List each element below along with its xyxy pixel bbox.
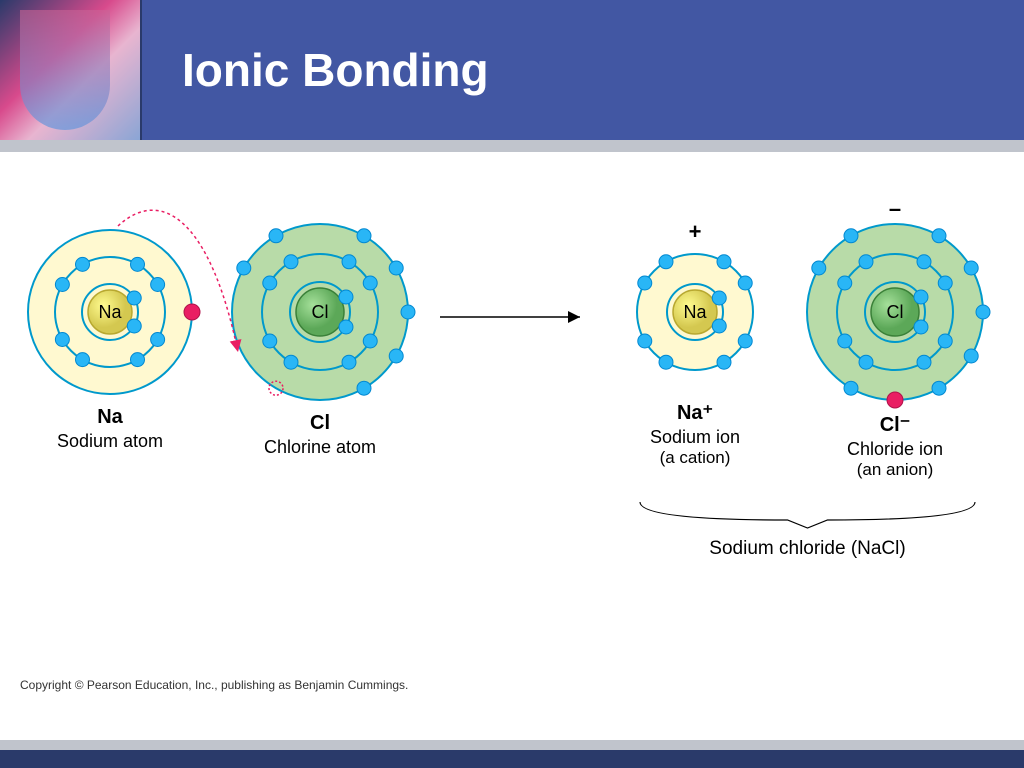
na-atom-label: Na Sodium atom xyxy=(30,406,190,452)
svg-text:Na: Na xyxy=(683,302,707,322)
cl-ion-name: Chloride ion xyxy=(815,439,975,460)
na-ion-sub: (a cation) xyxy=(615,448,775,468)
na-ion-symbol: Na⁺ xyxy=(615,400,775,425)
header-beaker-image xyxy=(0,0,142,140)
svg-text:Cl: Cl xyxy=(312,302,329,322)
cl-atom-symbol: Cl xyxy=(240,412,400,435)
svg-text:Na: Na xyxy=(98,302,122,322)
cl-ion-label: Cl⁻ Chloride ion (an anion) xyxy=(815,412,975,480)
cl-atom-name: Chlorine atom xyxy=(240,437,400,458)
na-ion-name: Sodium ion xyxy=(615,427,775,448)
cl-atom-label: Cl Chlorine atom xyxy=(240,412,400,458)
na-atom-symbol: Na xyxy=(30,406,190,429)
footer-bar xyxy=(0,750,1024,768)
na-atom-name: Sodium atom xyxy=(30,431,190,452)
product-label: Sodium chloride (NaCl) xyxy=(688,538,928,560)
na-ion-label: Na⁺ Sodium ion (a cation) xyxy=(615,400,775,468)
copyright-text: Copyright © Pearson Education, Inc., pub… xyxy=(20,678,408,692)
header-divider xyxy=(0,140,1024,152)
na-ion-charge: + xyxy=(685,219,705,245)
cl-ion-symbol: Cl⁻ xyxy=(815,412,975,437)
slide-header: Ionic Bonding xyxy=(0,0,1024,140)
slide-title: Ionic Bonding xyxy=(182,43,489,97)
svg-text:Cl: Cl xyxy=(887,302,904,322)
diagram-area: Na Cl Na Cl + – Na Sodium atom Cl Chlorine … xyxy=(0,152,1024,752)
cl-ion-sub: (an anion) xyxy=(815,460,975,480)
footer-divider xyxy=(0,740,1024,750)
cl-ion-charge: – xyxy=(885,196,905,222)
